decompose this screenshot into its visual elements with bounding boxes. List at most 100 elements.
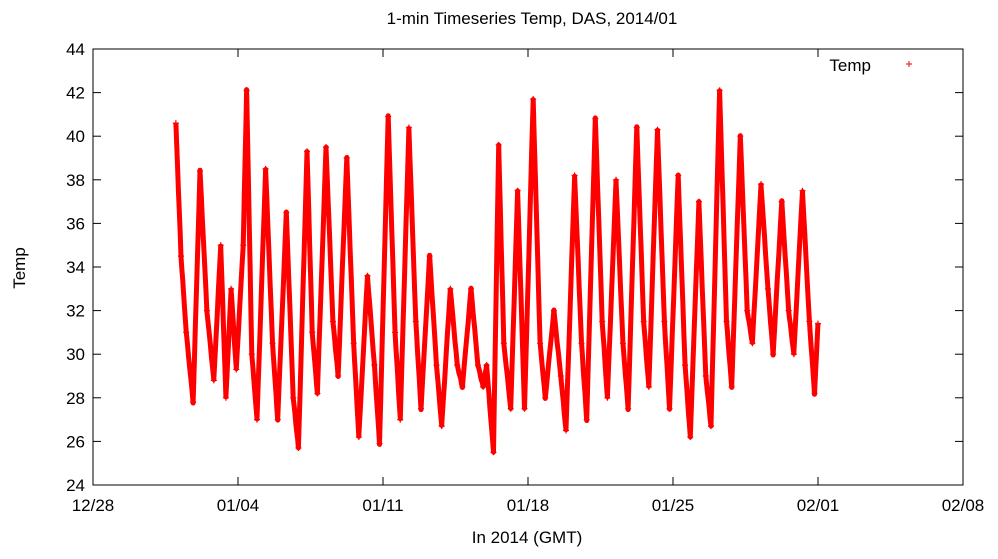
data-point bbox=[604, 394, 611, 401]
data-point bbox=[269, 340, 276, 347]
data-point bbox=[243, 87, 250, 94]
y-tick-label: 24 bbox=[66, 476, 85, 495]
y-tick-label: 44 bbox=[66, 40, 85, 59]
data-point bbox=[815, 320, 821, 327]
legend-label-temp: Temp bbox=[829, 56, 871, 75]
data-point bbox=[542, 394, 549, 401]
data-point bbox=[203, 307, 210, 314]
data-point bbox=[507, 405, 514, 412]
data-point bbox=[785, 307, 792, 314]
data-point bbox=[197, 168, 204, 175]
data-point bbox=[550, 307, 557, 314]
data-point bbox=[454, 362, 461, 369]
data-point bbox=[702, 373, 709, 379]
data-point bbox=[537, 340, 544, 347]
data-point bbox=[274, 416, 281, 423]
data-point bbox=[314, 390, 321, 397]
data-point bbox=[811, 390, 818, 397]
data-point bbox=[233, 366, 240, 373]
data-point bbox=[675, 172, 682, 179]
x-tick-label: 01/04 bbox=[217, 496, 260, 515]
data-point bbox=[350, 340, 357, 347]
data-point bbox=[790, 351, 797, 358]
legend-plus-mark bbox=[906, 61, 912, 67]
data-point bbox=[571, 172, 578, 179]
data-point bbox=[633, 124, 640, 131]
y-tick-label: 40 bbox=[66, 127, 85, 146]
data-point bbox=[323, 144, 330, 151]
data-point bbox=[682, 362, 689, 369]
data-point bbox=[304, 148, 311, 155]
data-point bbox=[645, 383, 652, 390]
data-point bbox=[583, 416, 590, 423]
x-axis-label: In 2014 (GMT) bbox=[472, 528, 583, 547]
data-point bbox=[749, 340, 756, 347]
data-point bbox=[364, 272, 371, 279]
y-tick-label: 32 bbox=[66, 302, 85, 321]
data-point bbox=[405, 124, 412, 131]
data-point bbox=[778, 198, 785, 205]
legend-marker-temp bbox=[906, 61, 912, 67]
data-point bbox=[666, 405, 673, 412]
data-point bbox=[329, 318, 336, 325]
data-point bbox=[262, 165, 269, 172]
data-point bbox=[687, 434, 694, 441]
data-point bbox=[495, 141, 502, 148]
data-point bbox=[521, 405, 528, 412]
data-point bbox=[770, 351, 777, 358]
data-point bbox=[474, 362, 481, 369]
data-point bbox=[578, 340, 585, 347]
data-point bbox=[438, 423, 445, 430]
x-tick-label: 02/08 bbox=[942, 496, 985, 515]
data-point bbox=[433, 362, 440, 369]
data-point bbox=[417, 405, 424, 412]
data-point bbox=[459, 383, 466, 390]
data-point bbox=[490, 449, 497, 456]
y-tick-label: 26 bbox=[66, 432, 85, 451]
x-tick-label: 01/25 bbox=[652, 496, 695, 515]
data-point bbox=[557, 373, 564, 379]
x-tick-label: 01/11 bbox=[362, 496, 403, 515]
data-point bbox=[728, 383, 735, 390]
data-point bbox=[447, 285, 454, 292]
data-point bbox=[283, 209, 290, 216]
data-point bbox=[178, 253, 185, 260]
y-axis-label: Temp bbox=[10, 247, 29, 289]
y-tick-label: 28 bbox=[66, 389, 85, 408]
data-point bbox=[248, 351, 255, 358]
data-point bbox=[240, 242, 247, 249]
data-point bbox=[619, 340, 626, 347]
temp-series bbox=[172, 87, 821, 456]
data-point bbox=[799, 187, 806, 194]
x-tick-label: 01/18 bbox=[507, 496, 550, 515]
data-point bbox=[483, 362, 490, 369]
data-point bbox=[625, 405, 632, 412]
data-point bbox=[290, 394, 297, 401]
temp-series-line bbox=[173, 87, 821, 455]
data-point bbox=[514, 187, 521, 194]
data-point bbox=[228, 285, 235, 292]
data-point bbox=[758, 181, 765, 188]
y-tick-label: 38 bbox=[66, 171, 85, 190]
y-tick-label: 36 bbox=[66, 214, 85, 233]
y-tick-label: 30 bbox=[66, 345, 85, 364]
data-point bbox=[468, 285, 475, 292]
data-point bbox=[592, 115, 599, 122]
data-point bbox=[343, 155, 350, 161]
data-point bbox=[397, 416, 404, 423]
y-axis: 24 26 28 30 32 34 36 38 40 42 44 bbox=[66, 40, 963, 495]
data-point bbox=[599, 318, 606, 325]
x-axis: 12/28 01/04 01/11 01/18 01/25 02/01 02/08 bbox=[72, 49, 985, 515]
data-point bbox=[412, 318, 419, 325]
x-tick-label: 02/01 bbox=[797, 496, 840, 515]
y-tick-label: 34 bbox=[66, 258, 85, 277]
data-point bbox=[355, 434, 362, 441]
data-point bbox=[744, 307, 751, 314]
data-point bbox=[716, 87, 723, 94]
data-point bbox=[426, 253, 433, 260]
data-point bbox=[806, 318, 813, 325]
data-point bbox=[640, 318, 647, 325]
data-point bbox=[707, 423, 714, 430]
data-point bbox=[190, 399, 197, 406]
